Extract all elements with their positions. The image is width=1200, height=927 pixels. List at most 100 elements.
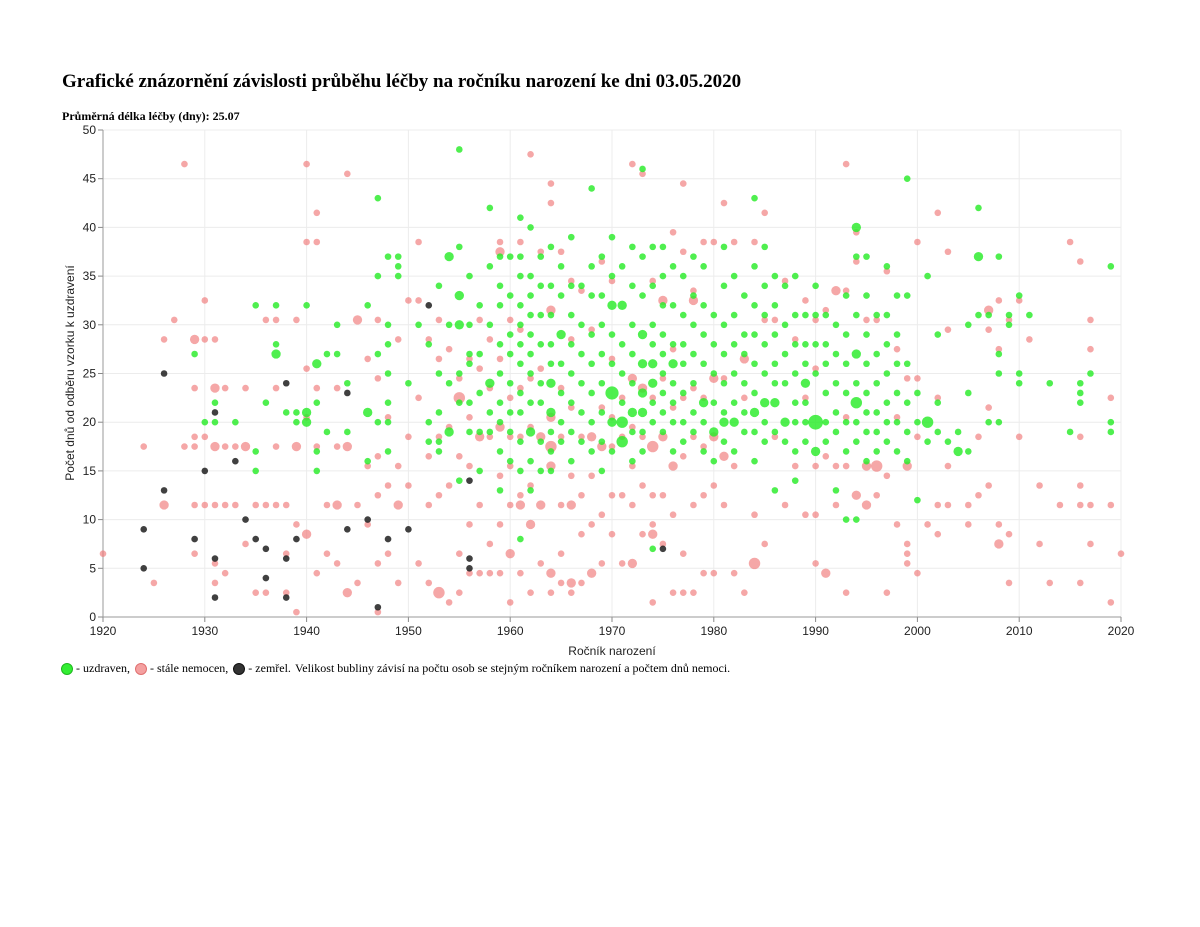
bubble-uzdraven: [710, 399, 718, 407]
bubble-zemrel: [344, 526, 351, 533]
bubble-uzdraven: [853, 418, 860, 426]
bubble-uzdraven: [384, 418, 392, 426]
bubble-uzdraven: [659, 331, 667, 338]
bubble-nemocen: [313, 384, 321, 392]
bubble-uzdraven: [730, 448, 738, 455]
bubble-uzdraven: [741, 409, 748, 416]
bubble-nemocen: [761, 540, 768, 548]
bubble-nemocen: [639, 433, 646, 441]
bubble-nemocen: [688, 295, 699, 306]
bubble-nemocen: [547, 199, 555, 207]
bubble-nemocen: [333, 560, 341, 567]
bubble-uzdraven: [822, 438, 830, 445]
bubble-nemocen: [700, 569, 707, 577]
bubble-nemocen: [1087, 501, 1094, 509]
bubble-nemocen: [394, 579, 402, 587]
bubble-nemocen: [648, 529, 658, 539]
bubble-uzdraven: [669, 418, 677, 426]
bubble-nemocen: [1015, 297, 1023, 304]
bubble-uzdraven: [557, 389, 565, 397]
x-tick-label: 1980: [700, 624, 727, 638]
bubble-uzdraven: [973, 251, 984, 262]
bubble-uzdraven: [771, 379, 779, 387]
bubble-nemocen: [252, 589, 259, 596]
bubble-nemocen: [567, 589, 575, 596]
bubble-nemocen: [812, 511, 819, 519]
bubble-uzdraven: [444, 427, 454, 437]
legend-note: Velikost bubliny závisí na počtu osob se…: [294, 661, 731, 675]
bubble-uzdraven: [598, 253, 606, 260]
bubble-nemocen: [751, 511, 758, 519]
bubble-uzdraven: [476, 350, 483, 358]
bubble-uzdraven: [618, 370, 626, 377]
bubble-nemocen: [679, 248, 687, 256]
bubble-nemocen: [649, 394, 657, 402]
bubble-uzdraven: [720, 282, 728, 290]
bubble-uzdraven: [842, 516, 850, 523]
bubble-nemocen: [566, 578, 576, 588]
bubble-uzdraven: [527, 350, 534, 358]
bubble-uzdraven: [485, 378, 495, 388]
bubble-uzdraven: [456, 399, 463, 407]
bubble-nemocen: [374, 375, 382, 382]
bubble-uzdraven: [669, 340, 677, 348]
bubble-uzdraven: [781, 282, 789, 290]
bubble-nemocen: [323, 501, 331, 509]
x-axis-label: Ročník narození: [568, 644, 656, 658]
bubble-nemocen: [832, 501, 840, 509]
bubble-uzdraven: [629, 428, 636, 436]
bubble-uzdraven: [567, 233, 575, 241]
bubble-uzdraven: [608, 448, 616, 455]
bubble-uzdraven: [808, 414, 823, 430]
bubble-uzdraven: [618, 263, 626, 270]
bubble-nemocen: [1005, 530, 1013, 538]
bubble-uzdraven: [293, 409, 300, 416]
bubble-uzdraven: [883, 370, 891, 377]
bubble-uzdraven: [496, 448, 504, 455]
bubble-nemocen: [679, 180, 687, 187]
bubble-nemocen: [842, 589, 850, 596]
bubble-uzdraven: [842, 292, 850, 299]
bubble-uzdraven: [791, 399, 799, 407]
bubble-nemocen: [536, 500, 546, 510]
bubble-uzdraven: [690, 350, 697, 358]
bubble-nemocen: [313, 443, 321, 450]
bubble-uzdraven: [842, 448, 850, 455]
bubble-nemocen: [191, 433, 198, 441]
bubble-uzdraven: [700, 418, 707, 426]
bubble-nemocen: [456, 452, 463, 460]
bubble-nemocen: [506, 394, 514, 402]
bubble-uzdraven: [720, 243, 728, 251]
bubble-nemocen: [517, 569, 524, 577]
bubble-uzdraven: [608, 331, 616, 338]
bubble-zemrel: [282, 555, 290, 562]
bubble-uzdraven: [252, 448, 259, 455]
bubble-nemocen: [649, 521, 657, 528]
bubble-nemocen: [1046, 579, 1054, 587]
bubble-uzdraven: [761, 370, 768, 377]
bubble-nemocen: [567, 472, 575, 480]
bubble-nemocen: [517, 433, 524, 441]
bubble-uzdraven: [863, 409, 870, 416]
bubble-nemocen: [476, 316, 483, 324]
bubble-nemocen: [291, 441, 302, 452]
bubble-nemocen: [761, 316, 768, 324]
bubble-uzdraven: [616, 435, 628, 448]
bubble-uzdraven: [639, 292, 646, 299]
bubble-nemocen: [546, 568, 556, 578]
bubble-uzdraven: [384, 340, 392, 348]
bubble-uzdraven: [252, 302, 259, 309]
bubble-nemocen: [853, 258, 860, 265]
bubble-nemocen: [720, 501, 728, 509]
bubble-uzdraven: [965, 448, 972, 455]
bubble-uzdraven: [537, 379, 545, 387]
bubble-uzdraven: [863, 331, 870, 338]
bubble-nemocen: [170, 316, 178, 324]
bubble-nemocen: [191, 384, 198, 392]
bubble-uzdraven: [425, 418, 433, 426]
bubble-nemocen: [1056, 501, 1064, 509]
bubble-uzdraven: [741, 292, 748, 299]
bubble-uzdraven: [537, 438, 545, 445]
bubble-nemocen: [751, 238, 758, 246]
bubble-nemocen: [690, 287, 697, 295]
